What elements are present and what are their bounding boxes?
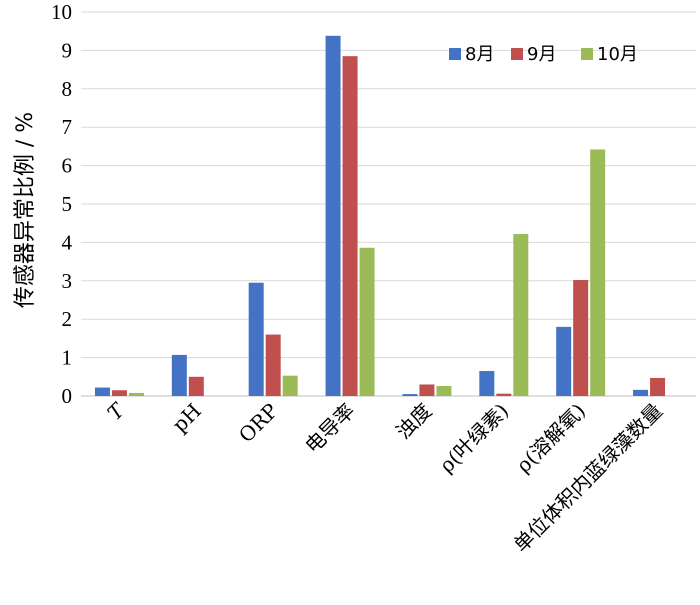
bar-9月-2: [265, 334, 281, 396]
bar-10月-4: [436, 386, 452, 396]
legend-label: 10月: [597, 44, 638, 65]
legend-swatch: [449, 48, 461, 60]
x-tick-label: T: [103, 397, 131, 425]
y-tick-label: 3: [62, 269, 73, 293]
x-tick-label: ORP: [234, 399, 283, 448]
x-tick-label: 浊度: [391, 399, 436, 444]
bar-8月-3: [325, 35, 341, 397]
x-tick-label: 电导率: [300, 399, 359, 458]
y-tick-label: 0: [62, 384, 73, 408]
bar-10月-2: [282, 375, 298, 396]
x-tick-label: pH: [167, 399, 205, 437]
legend: 8月 9月 10月: [449, 44, 638, 65]
x-tick-label: ρ(溶解氧): [511, 399, 590, 478]
bar-8月-7: [633, 389, 649, 396]
bar-9月-1: [188, 376, 204, 396]
y-tick-label: 10: [51, 0, 72, 24]
y-tick-label: 4: [62, 230, 73, 254]
bars: [94, 35, 666, 397]
x-tick-label: ρ(叶绿素): [435, 399, 514, 478]
legend-label: 8月: [465, 44, 494, 65]
bar-10月-5: [513, 233, 529, 396]
y-tick-label: 9: [62, 38, 73, 62]
bar-9月-6: [573, 280, 589, 396]
legend-label: 9月: [527, 44, 556, 65]
bar-10月-3: [359, 247, 375, 396]
y-tick-label: 7: [62, 115, 73, 139]
bar-10月-6: [590, 149, 606, 396]
y-tick-label: 8: [62, 77, 73, 101]
bar-10月-0: [128, 392, 144, 396]
y-axis-label: 传感器异常比例 / %: [13, 112, 38, 308]
bar-8月-2: [248, 282, 264, 396]
y-tick-label: 1: [62, 346, 73, 370]
bar-9月-4: [419, 384, 435, 396]
y-tick-labels: 0 1 2 3 4 5 6 7 8 9 10: [51, 0, 73, 408]
y-tick-label: 5: [62, 192, 73, 216]
bar-8月-5: [479, 371, 495, 396]
bar-9月-5: [496, 393, 512, 396]
bar-8月-1: [171, 354, 187, 396]
bar-8月-4: [402, 394, 418, 396]
y-tick-label: 2: [62, 307, 73, 331]
bar-8月-6: [556, 326, 572, 396]
bar-9月-0: [111, 390, 127, 396]
legend-swatch: [511, 48, 523, 60]
y-tick-label: 6: [62, 154, 73, 178]
legend-swatch: [581, 48, 593, 60]
bar-8月-0: [94, 387, 110, 396]
bar-9月-7: [650, 377, 666, 396]
x-tick-label: 单位体积内蓝绿藻数量: [509, 399, 667, 557]
bar-9月-3: [342, 56, 358, 396]
